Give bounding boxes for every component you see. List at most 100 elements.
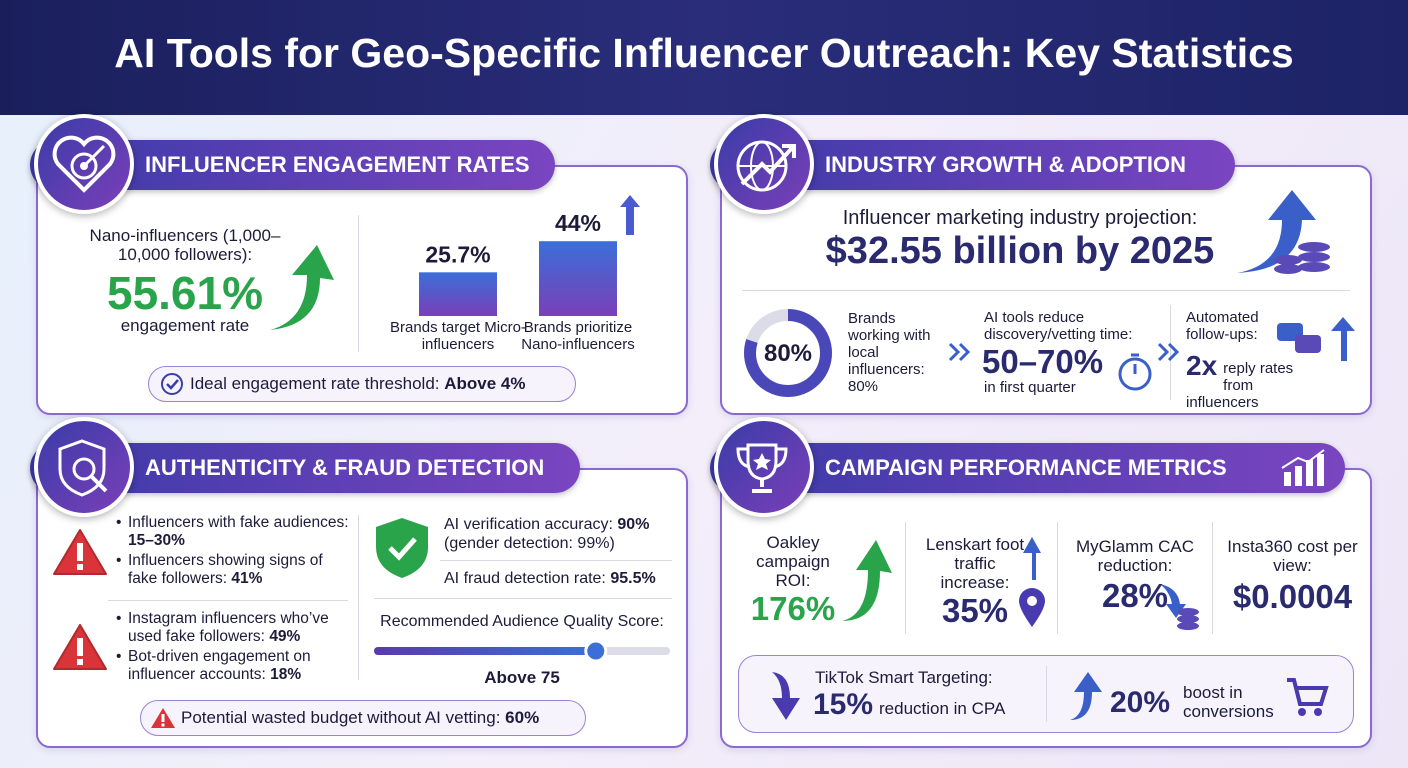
threshold-label: Ideal engagement rate threshold: — [190, 374, 440, 393]
icon — [714, 114, 814, 214]
nano-value: 55.61% — [106, 267, 263, 319]
bullet-label: Bot-driven engagement on influencer acco… — [128, 648, 311, 683]
boost-value: 20% — [1110, 686, 1171, 719]
verification: AI verification accuracy: 90% (gender det… — [444, 515, 684, 553]
chevron-icon — [1157, 342, 1180, 362]
bar-value-label: 25.7% — [425, 241, 490, 267]
verification-note: (gender detection: 99%) — [444, 535, 615, 552]
detection-label: AI fraud detection rate: — [444, 570, 606, 587]
section-heading: INFLUENCER ENGAGEMENT RATES — [30, 140, 555, 190]
divider — [1170, 305, 1171, 400]
section-heading: CAMPAIGN PERFORMANCE METRICS — [710, 443, 1345, 493]
donut-arc — [744, 309, 832, 397]
stopwatch-icon — [1118, 353, 1152, 391]
icon — [714, 417, 814, 517]
metric-label: Oakley campaign ROI: — [756, 533, 830, 590]
arrow-pin-icon — [1019, 537, 1045, 627]
bar-value-label: 44% — [555, 210, 601, 236]
quality-label: Recommended Audience Quality Score: — [380, 613, 664, 630]
down-arrow-icon — [772, 672, 800, 720]
divider — [742, 290, 1350, 291]
divider — [440, 560, 672, 561]
divider — [358, 215, 359, 352]
threshold-pill — [148, 366, 576, 402]
wasted: Potential wasted budget without AI vetti… — [181, 708, 539, 727]
ai-value: 50–70% — [982, 343, 1104, 380]
nano-caption: engagement rate — [120, 316, 250, 335]
bar-chart: 25.7% 44% — [419, 195, 640, 316]
threshold-value: Above 4% — [444, 374, 526, 393]
divider — [1212, 522, 1213, 634]
up-arrow-icon — [842, 540, 892, 621]
quality-slider — [374, 639, 670, 663]
divider — [905, 522, 906, 634]
verification-label: AI verification accuracy: — [444, 516, 613, 533]
followup-caption: reply rates from influencers — [1186, 360, 1294, 411]
bar — [419, 272, 497, 316]
divider — [358, 515, 359, 680]
quality-value: Above 75 — [484, 668, 560, 687]
bullet-label: Influencers with fake audiences: — [128, 514, 349, 531]
metric-value: 28% — [1101, 577, 1169, 614]
shield-icon — [58, 439, 108, 497]
heart-target-icon — [52, 135, 116, 193]
metric-label: Lenskart foot traffic increase: — [925, 535, 1025, 592]
bullet: • — [116, 610, 122, 627]
bullet-item: • Bot-driven engagement on influencer acc… — [116, 648, 351, 684]
nano-label: Nano-influencers (1,000–10,000 followers… — [89, 226, 281, 264]
cart-icon — [1287, 678, 1329, 716]
tiktok-label: TikTok Smart Targeting: — [815, 668, 993, 687]
bullet-list: • Influencers with fake audiences: 15–30%… — [116, 514, 351, 590]
small-up-arrow — [620, 195, 640, 235]
tiktok-value: 15% — [813, 688, 874, 721]
tiktok-caption: reduction in CPA — [879, 699, 1006, 718]
slider-handle — [584, 639, 608, 663]
ai-caption: in first quarter — [984, 379, 1076, 396]
bullet-list: • Instagram influencers who’ve used fake … — [116, 610, 351, 686]
growth-coins-icon — [1237, 190, 1330, 274]
page-title: AI Tools for Geo-Specific Influencer Out… — [114, 30, 1294, 76]
metric-value: 176% — [750, 590, 836, 627]
metric-label: Insta360 cost per view: — [1227, 537, 1358, 575]
followup-value: 2x — [1186, 350, 1218, 381]
ai-label: AI tools reduce discovery/vetting time: — [984, 309, 1133, 343]
bullet-item: • Influencers showing signs of fake follo… — [116, 552, 351, 588]
icon — [34, 114, 134, 214]
bullet-label: Influencers showing signs of fake follow… — [128, 552, 323, 587]
globe-icon — [736, 140, 796, 192]
metric-value: $0.0004 — [1232, 578, 1353, 615]
detection-value: 95.5% — [610, 570, 656, 587]
down-coins-icon — [1160, 584, 1199, 630]
up-arrow-icon — [1070, 672, 1102, 720]
trophy-icon — [736, 443, 788, 493]
up-arrow-icon — [270, 245, 334, 330]
followup-label: Automated follow-ups: — [1186, 309, 1259, 343]
verification-value: 90% — [617, 516, 650, 533]
donut: 80% — [744, 309, 832, 397]
slider-fill — [374, 647, 596, 655]
warning-icon — [53, 529, 107, 575]
detection: AI fraud detection rate: 95.5% — [444, 569, 656, 588]
donut-label: 80% — [764, 340, 812, 367]
divider — [374, 598, 672, 599]
bullet-value: 18% — [270, 666, 302, 683]
wasted-label: Potential wasted budget without AI vetti… — [181, 708, 501, 727]
boost-caption: boost in conversions — [1183, 683, 1274, 721]
followup: 2x reply rates from influencers — [1186, 350, 1326, 411]
check-icon — [161, 373, 183, 395]
bar — [539, 241, 617, 316]
chat-arrow-icon — [1277, 317, 1355, 361]
wasted-pill — [140, 700, 586, 736]
bullet-value: 41% — [231, 570, 263, 587]
bullet-item: • Instagram influencers who’ve used fake … — [116, 610, 351, 646]
projection-label: Influencer marketing industry projection… — [842, 207, 1198, 229]
chevron-icon — [948, 342, 971, 362]
threshold: Ideal engagement rate threshold: Above 4… — [190, 374, 526, 393]
divider — [108, 600, 348, 601]
bullet-item: • Influencers with fake audiences: 15–30% — [116, 514, 351, 550]
divider — [1046, 666, 1047, 722]
shield-check-icon — [376, 518, 428, 578]
projection-value: $32.55 billion by 2025 — [825, 230, 1215, 272]
chart-icon — [1281, 449, 1325, 486]
